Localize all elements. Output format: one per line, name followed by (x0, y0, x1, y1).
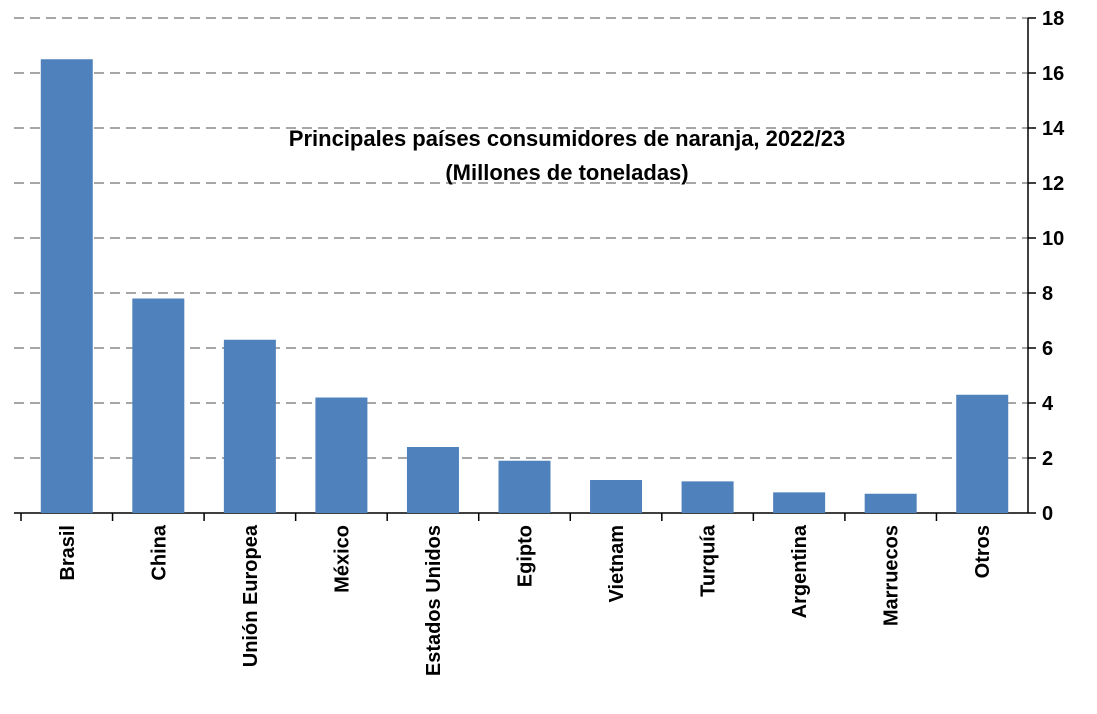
y-tick-label: 0 (1042, 503, 1053, 525)
x-tick-label: Estados Unidos (423, 525, 445, 676)
bar (773, 492, 826, 513)
bar (590, 480, 643, 513)
y-tick-label: 12 (1042, 173, 1064, 195)
x-tick-label: China (148, 524, 170, 580)
y-tick-label: 18 (1042, 8, 1064, 30)
y-tick-label: 16 (1042, 63, 1064, 85)
y-tick-label: 6 (1042, 338, 1053, 360)
x-tick-label: Otros (972, 525, 994, 578)
x-tick-label: Turquía (698, 524, 720, 597)
bar (132, 298, 185, 513)
bar (223, 339, 276, 513)
bar (498, 460, 551, 513)
bar (406, 447, 459, 513)
chart-subtitle: (Millones de toneladas) (445, 160, 688, 185)
y-tick-label: 4 (1042, 393, 1054, 415)
bar (681, 481, 734, 513)
x-tick-label: Unión Europea (240, 524, 262, 667)
x-tick-label: Brasil (57, 525, 79, 581)
y-tick-label: 8 (1042, 283, 1053, 305)
y-tick-label: 10 (1042, 228, 1064, 250)
chart-title: Principales países consumidores de naran… (289, 126, 845, 151)
x-tick-label: Argentina (789, 524, 811, 618)
bar (864, 493, 917, 513)
x-tick-label: México (331, 525, 353, 593)
x-tick-label: Vietnam (606, 525, 628, 602)
bar (40, 59, 93, 513)
bar (315, 397, 368, 513)
x-tick-label: Egipto (515, 525, 537, 587)
x-tick-label: Marruecos (881, 525, 903, 626)
bar (956, 394, 1009, 513)
y-tick-label: 2 (1042, 448, 1053, 470)
y-tick-label: 14 (1042, 118, 1065, 140)
